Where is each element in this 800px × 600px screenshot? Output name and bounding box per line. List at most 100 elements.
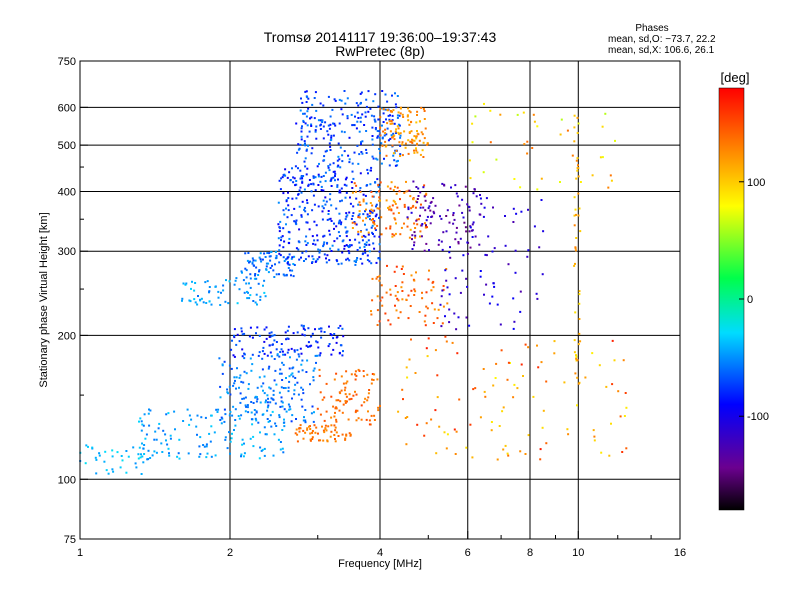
data-point [364, 249, 366, 251]
data-point [300, 135, 303, 138]
data-point [376, 309, 379, 312]
data-point [371, 195, 374, 198]
data-point [302, 419, 305, 422]
data-point [385, 227, 388, 230]
data-point [313, 117, 316, 120]
data-point [361, 140, 364, 143]
data-point [271, 410, 274, 413]
data-point [278, 391, 281, 394]
data-point [335, 341, 338, 344]
data-point [357, 203, 360, 206]
data-point [355, 223, 358, 226]
data-point [576, 404, 578, 407]
data-point [305, 148, 308, 151]
data-point [361, 152, 364, 155]
data-point [187, 452, 190, 455]
data-point [403, 191, 406, 194]
data-point [389, 288, 392, 291]
data-point [411, 141, 414, 144]
data-point [271, 334, 274, 337]
data-point [341, 411, 344, 414]
data-point [345, 434, 348, 437]
data-point [379, 152, 381, 155]
data-point [392, 189, 395, 192]
data-point [343, 131, 346, 134]
data-point [400, 286, 403, 289]
data-point [380, 162, 383, 165]
data-point [290, 257, 293, 260]
data-point [278, 273, 280, 276]
data-point [370, 414, 373, 417]
data-point [285, 200, 288, 203]
data-point [252, 259, 255, 262]
data-point [407, 139, 410, 142]
data-point [394, 304, 396, 307]
data-point [306, 110, 309, 113]
data-point [385, 144, 388, 147]
data-point [278, 244, 281, 247]
data-point [314, 176, 317, 179]
data-point [391, 235, 394, 238]
data-point [323, 431, 326, 434]
data-point [351, 170, 354, 173]
data-point [414, 227, 417, 229]
data-point [388, 164, 391, 167]
data-point [338, 212, 341, 215]
data-point [272, 454, 275, 457]
data-point [365, 152, 368, 154]
data-point [319, 180, 322, 183]
data-point [462, 216, 465, 219]
data-point [366, 213, 369, 216]
data-point [316, 239, 319, 242]
data-point [328, 229, 331, 232]
data-point [343, 90, 346, 92]
data-point [232, 354, 235, 357]
data-point [445, 268, 448, 270]
data-point [358, 130, 361, 133]
data-point [401, 154, 404, 157]
data-point [459, 237, 462, 240]
data-point [338, 409, 341, 412]
data-point [375, 203, 378, 206]
data-point [139, 417, 142, 420]
data-point [311, 235, 314, 238]
data-point [326, 149, 328, 152]
data-point [401, 141, 404, 144]
data-point [266, 394, 269, 397]
data-point [310, 125, 313, 127]
data-point [306, 124, 309, 127]
data-point [356, 409, 359, 412]
data-point [249, 357, 252, 360]
data-point [444, 315, 446, 318]
data-point [371, 138, 374, 141]
data-point [293, 255, 296, 258]
data-point [203, 445, 206, 448]
data-point [422, 206, 425, 209]
data-point [409, 140, 412, 143]
data-point [261, 413, 264, 416]
data-point [524, 343, 527, 346]
data-point [359, 204, 362, 206]
data-point [370, 190, 373, 193]
data-point [363, 401, 366, 404]
data-point [578, 302, 581, 305]
data-point [374, 93, 377, 96]
data-point [228, 431, 230, 434]
data-point [394, 202, 397, 205]
data-point [296, 381, 299, 384]
data-point [536, 125, 539, 128]
data-point [209, 440, 212, 443]
data-point [188, 414, 191, 417]
data-point [484, 395, 487, 398]
data-point [208, 286, 211, 288]
data-point [346, 257, 349, 260]
data-point [444, 269, 447, 272]
data-point [452, 214, 455, 217]
data-point [519, 310, 522, 313]
data-point [373, 118, 376, 121]
data-point [357, 417, 360, 420]
data-point [395, 222, 397, 225]
data-point [370, 166, 373, 169]
data-point [466, 285, 469, 288]
x-axis-label: Frequency [MHz] [338, 558, 422, 570]
